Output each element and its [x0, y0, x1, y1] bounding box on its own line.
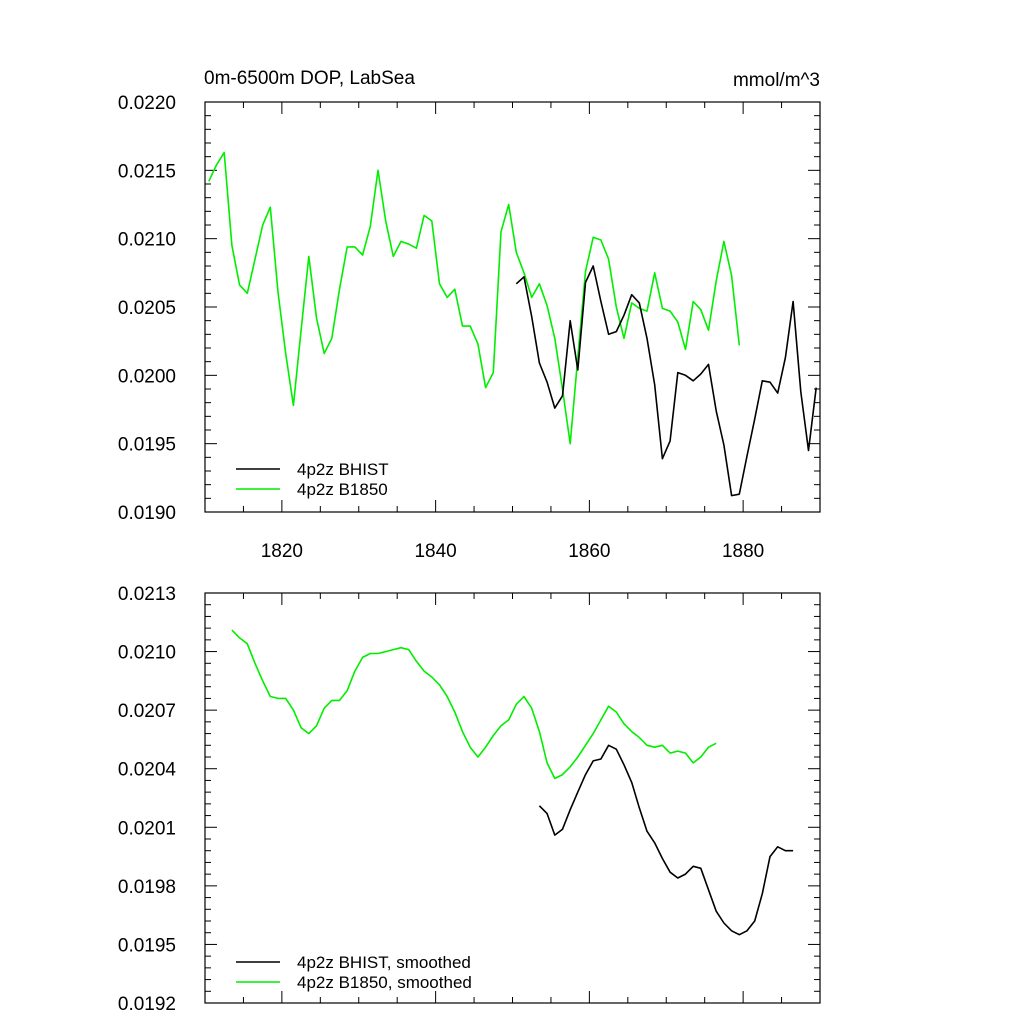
- series-line-4p2z-b1850-smoothed: [231, 629, 717, 780]
- x-tick-label: 1880: [722, 541, 764, 562]
- top-panel-units: mmol/m^3: [733, 70, 820, 91]
- legend-label-bhist: 4p2z BHIST: [297, 460, 389, 479]
- y-tick-label: 0.0201: [118, 818, 176, 839]
- series-line-4p2z-b1850: [208, 151, 741, 445]
- y-tick-label: 0.0207: [118, 701, 176, 722]
- top-panel: 0m-6500m DOP, LabSea mmol/m^3 1820 1840 18…: [118, 68, 821, 562]
- y-tick-label: 0.0195: [118, 435, 176, 456]
- legend-label-bhist-smoothed: 4p2z BHIST, smoothed: [297, 953, 471, 972]
- top-panel-series: [208, 151, 817, 497]
- y-tick-label: 0.0213: [118, 584, 176, 605]
- y-tick-label: 0.0198: [118, 877, 176, 898]
- y-tick-label: 0.0215: [118, 161, 176, 182]
- bottom-panel-frame: [204, 592, 821, 1004]
- y-tick-label: 0.0200: [118, 366, 176, 387]
- bottom-panel-series: [231, 629, 794, 936]
- legend-label-b1850-smoothed: 4p2z B1850, smoothed: [297, 973, 472, 992]
- bottom-panel-legend: 4p2z BHIST, smoothed 4p2z B1850, smoothe…: [236, 953, 472, 992]
- legend-label-b1850: 4p2z B1850: [297, 480, 388, 499]
- y-tick-label: 0.0205: [118, 298, 176, 319]
- top-panel-title: 0m-6500m DOP, LabSea: [204, 68, 415, 89]
- top-panel-frame: [204, 101, 821, 513]
- top-panel-legend: 4p2z BHIST 4p2z B1850: [236, 460, 389, 499]
- y-tick-label: 0.0210: [118, 643, 176, 664]
- y-tick-label: 0.0204: [118, 760, 177, 781]
- bottom-panel: 0.0192 0.0195 0.0198 0.0201 0.0204 0.0207 0.02…: [118, 584, 821, 1015]
- y-tick-label: 0.0210: [118, 230, 176, 251]
- x-tick-label: 1840: [414, 541, 456, 562]
- y-tick-label: 0.0190: [118, 503, 176, 524]
- y-tick-label: 0.0195: [118, 935, 176, 956]
- top-panel-axes: 1820 1840 1860 1880 0.0190 0.0195 0.0200 0.0205…: [118, 93, 821, 562]
- series-line-4p2z-bhist-smoothed: [538, 744, 794, 936]
- y-tick-label: 0.0220: [118, 93, 176, 114]
- x-tick-label: 1820: [261, 541, 303, 562]
- x-tick-label: 1860: [568, 541, 610, 562]
- series-line-4p2z-bhist: [515, 265, 817, 497]
- y-tick-label: 0.0192: [118, 994, 176, 1015]
